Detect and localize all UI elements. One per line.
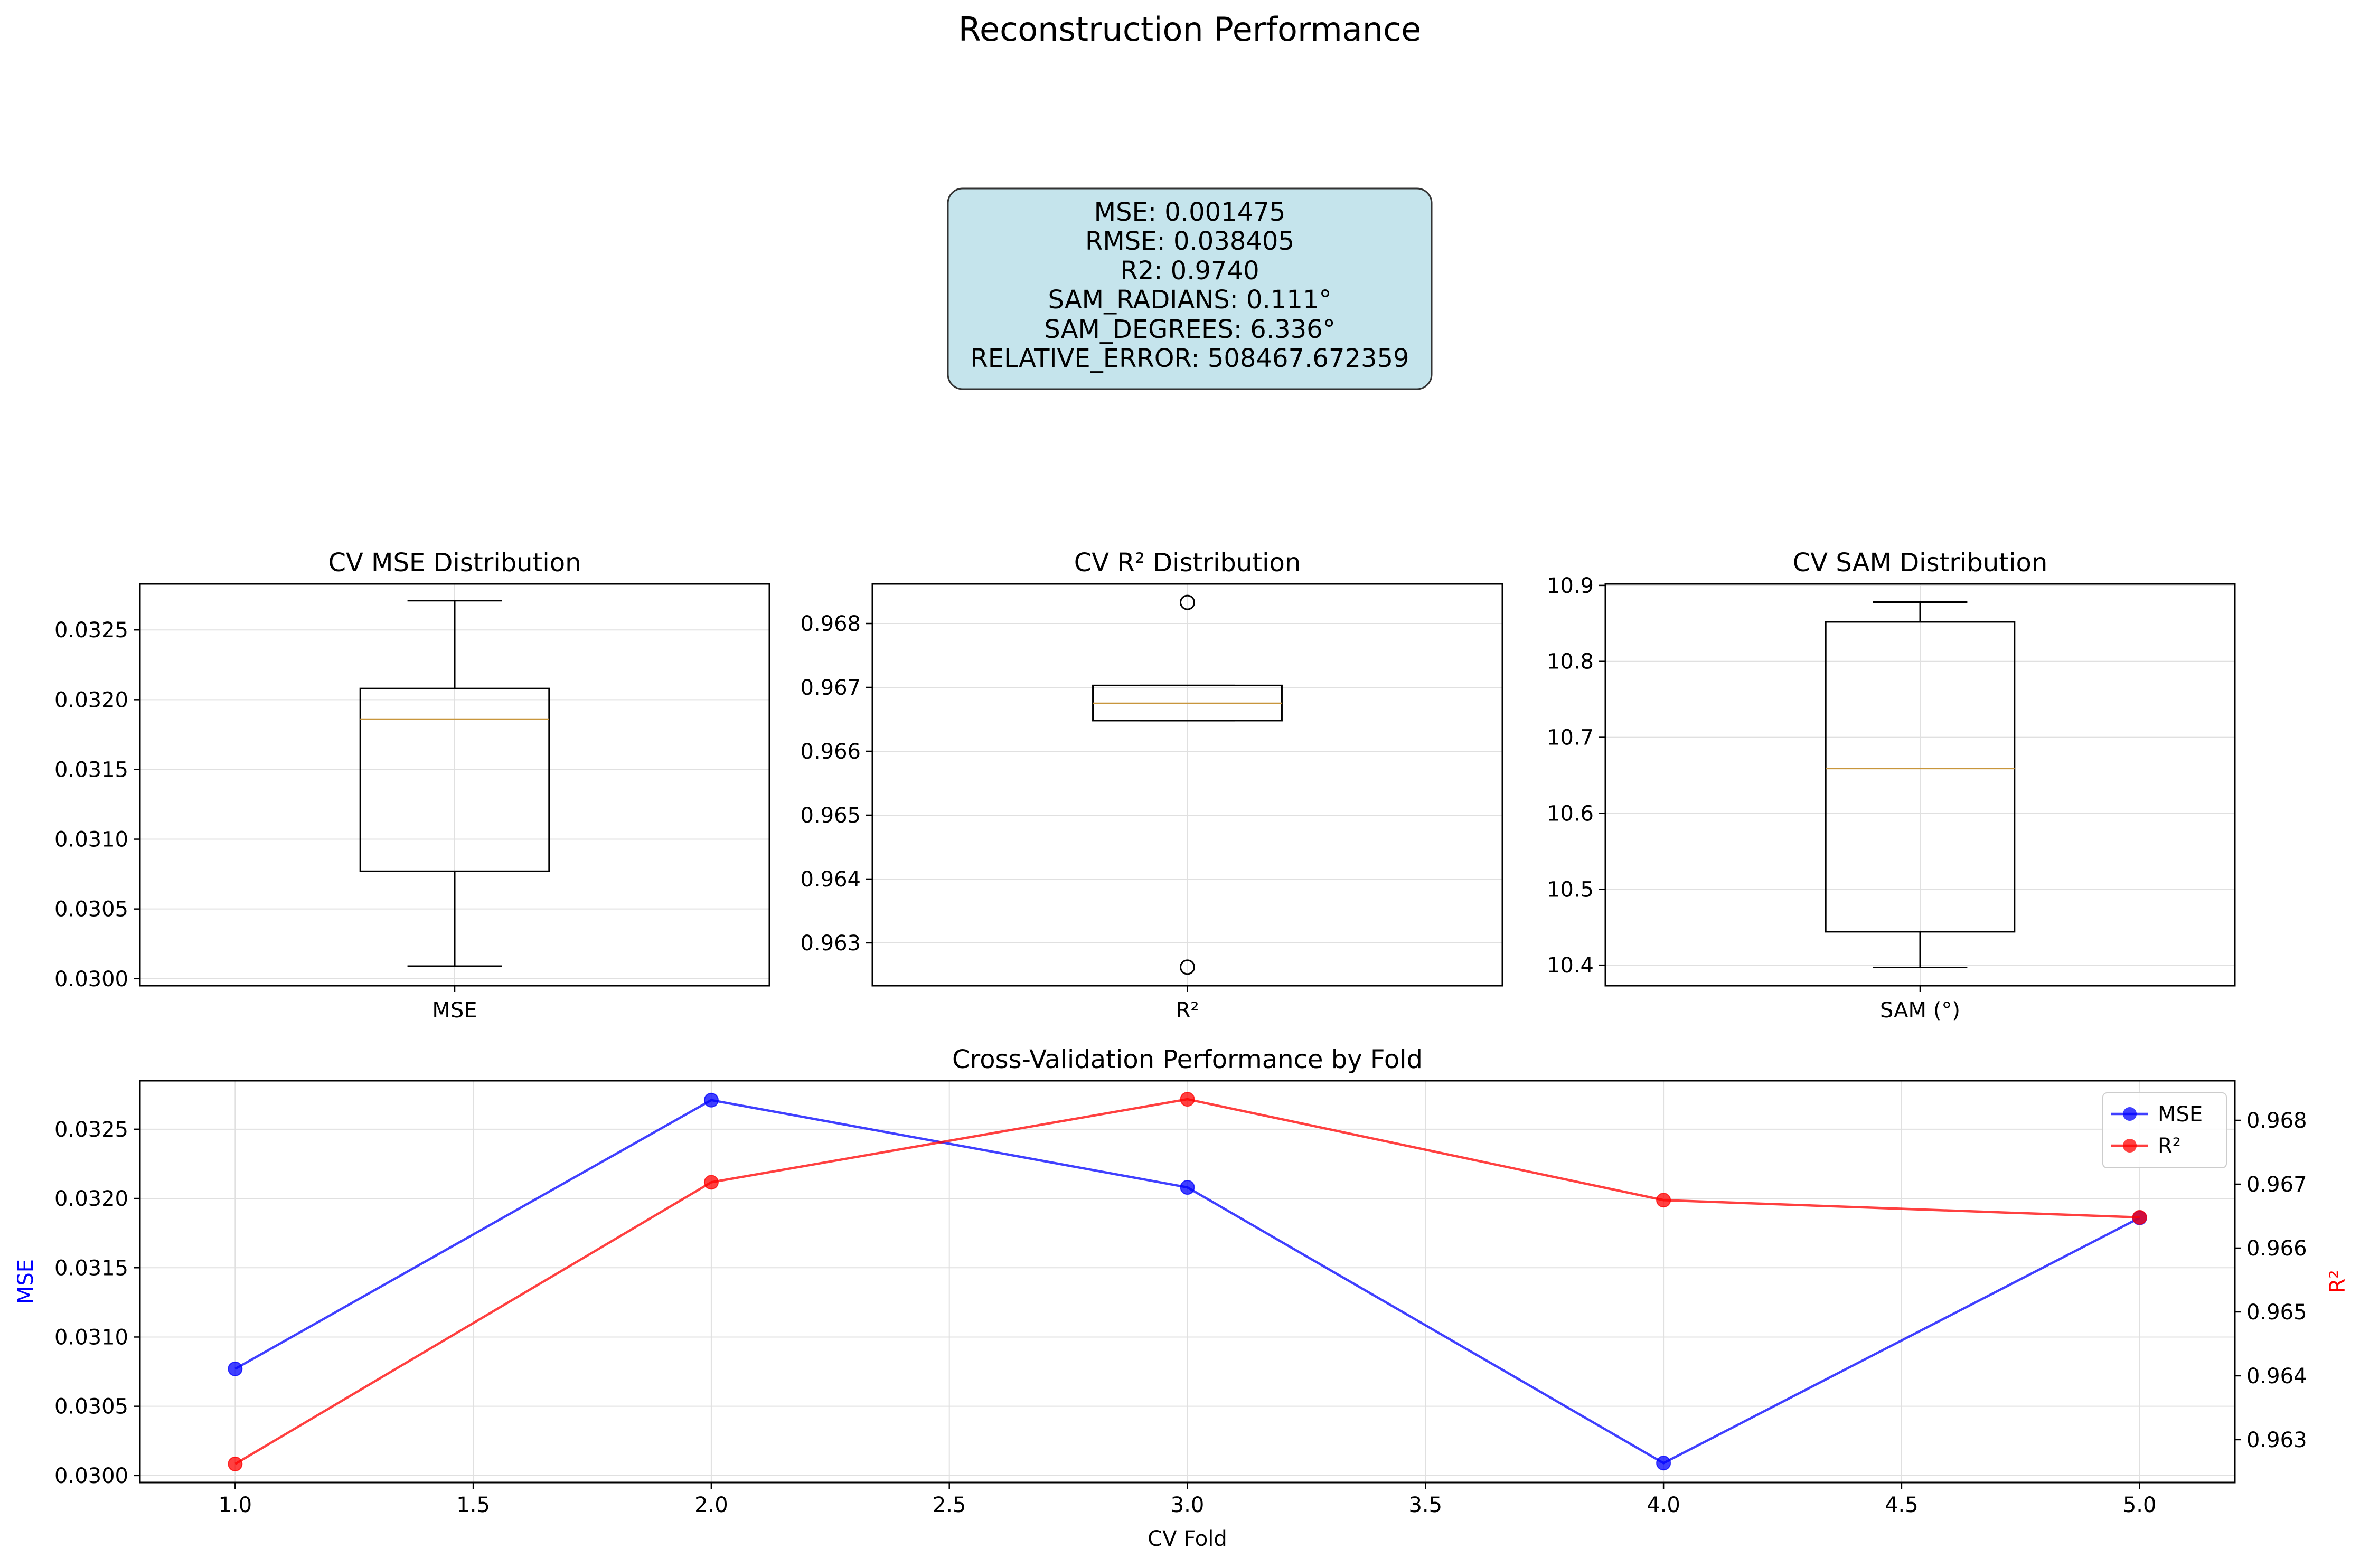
x-tick-label: MSE: [432, 998, 477, 1023]
metrics-box-background: [947, 187, 1433, 390]
legend-marker-mse: [2123, 1107, 2137, 1121]
r2-boxplot-panel: 0.963 0.964 0.965 0.966 0.967 0.968 R² CV R² Di…: [800, 548, 1503, 1023]
series-point-r2: [2132, 1210, 2147, 1225]
panel-title: CV R² Distribution: [1074, 548, 1301, 578]
metrics-line-rmse: RMSE: 0.038405: [1085, 226, 1294, 256]
y-tick-label: 10.6: [1547, 801, 1594, 826]
figure-title: Reconstruction Performance: [958, 10, 1422, 49]
y-tick-label: 0.967: [800, 676, 861, 700]
metrics-line-mse: MSE: 0.001475: [1094, 197, 1286, 227]
y-tick-label: 0.0320: [54, 688, 128, 712]
y-tick-label-right: 0.965: [2246, 1300, 2307, 1325]
y-tick-label: 10.8: [1547, 650, 1594, 674]
legend-marker-r2: [2123, 1139, 2137, 1153]
y-tick-label: 10.7: [1547, 726, 1594, 750]
y-tick-label: 0.968: [800, 612, 861, 636]
series-point-mse: [703, 1092, 719, 1108]
y-tick-label: 0.966: [800, 740, 861, 764]
x-tick-label: 1.5: [456, 1493, 490, 1517]
y-tick-label: 10.4: [1547, 953, 1594, 978]
fold-line-panel: 1.0 1.5 2.0 2.5 3.0 3.5 4.0 4.5 5.0 0.0300 0.0305 0…: [14, 1045, 2350, 1551]
y-tick-label-right: 0.963: [2246, 1428, 2307, 1452]
y-tick-label-left: 0.0310: [54, 1325, 128, 1349]
series-point-r2: [228, 1456, 243, 1471]
y-tick-label: 0.0300: [54, 967, 128, 991]
axes-frame: [139, 1080, 2236, 1484]
mse-boxplot-panel: 0.0300 0.0305 0.0310 0.0315 0.0320 0.0325 MSE C…: [54, 548, 770, 1023]
y-tick-label-right: 0.964: [2246, 1364, 2307, 1388]
y-tick-label-right: 0.966: [2246, 1236, 2307, 1261]
y-tick-label-left: 0.0320: [54, 1187, 128, 1211]
y-tick-label: 10.5: [1547, 877, 1594, 902]
metrics-line-relative-error: RELATIVE_ERROR: 508467.672359: [970, 344, 1409, 373]
x-tick-label: R²: [1176, 998, 1199, 1023]
legend: MSE R²: [2102, 1092, 2227, 1168]
x-tick-label: 2.0: [694, 1493, 728, 1517]
sam-boxplot-panel: 10.4 10.5 10.6 10.7 10.8 10.9 SAM (°) CV SAM Di…: [1547, 548, 2236, 1023]
y-tick-label-left: 0.0325: [54, 1118, 128, 1142]
y-tick-label-left: 0.0315: [54, 1256, 128, 1280]
y-tick-label: 0.0305: [54, 898, 128, 922]
y-tick-label-right: 0.967: [2246, 1173, 2307, 1197]
x-tick-label: SAM (°): [1880, 998, 1960, 1023]
series-point-mse: [1180, 1180, 1195, 1195]
x-tick-label: 4.5: [1885, 1493, 1919, 1517]
panel-title: CV SAM Distribution: [1793, 548, 2048, 578]
metrics-line-sam-radians: SAM_RADIANS: 0.111°: [1048, 285, 1331, 315]
series-point-r2: [1180, 1092, 1195, 1107]
outlier-point: [1180, 594, 1195, 610]
x-tick-label: 5.0: [2123, 1493, 2157, 1517]
legend-label-r2: R²: [2158, 1134, 2181, 1158]
metrics-box: MSE: 0.001475 RMSE: 0.038405 R2: 0.9740 …: [947, 187, 1433, 390]
x-tick-label: 1.0: [219, 1493, 252, 1517]
iqr-box: [1825, 621, 2016, 933]
y-tick-label-right: 0.968: [2246, 1109, 2307, 1133]
x-tick-label: 4.0: [1647, 1493, 1680, 1517]
series-point-r2: [1656, 1193, 1671, 1208]
y-tick-label: 0.0315: [54, 758, 128, 782]
y-tick-label: 0.964: [800, 867, 861, 892]
y-axis-label-left: MSE: [14, 1259, 38, 1304]
y-tick-label: 0.0325: [54, 618, 128, 643]
y-tick-label: 0.965: [800, 804, 861, 828]
outlier-point: [1180, 959, 1195, 975]
x-axis-label: CV Fold: [1148, 1527, 1227, 1551]
y-tick-label: 0.963: [800, 931, 861, 956]
iqr-box: [359, 687, 550, 872]
panel-title: Cross-Validation Performance by Fold: [952, 1045, 1423, 1074]
legend-label-mse: MSE: [2158, 1102, 2203, 1127]
x-tick-label: 3.0: [1171, 1493, 1205, 1517]
x-tick-label: 2.5: [933, 1493, 966, 1517]
y-tick-label: 10.9: [1547, 574, 1594, 598]
y-tick-label-left: 0.0305: [54, 1395, 128, 1419]
y-tick-label: 0.0310: [54, 828, 128, 852]
series-point-r2: [703, 1175, 719, 1190]
series-point-mse: [228, 1361, 243, 1376]
series-point-mse: [1656, 1456, 1671, 1471]
y-tick-label-left: 0.0300: [54, 1464, 128, 1488]
metrics-line-sam-degrees: SAM_DEGREES: 6.336°: [1044, 315, 1335, 344]
panel-title: CV MSE Distribution: [328, 548, 581, 578]
x-tick-label: 3.5: [1408, 1493, 1442, 1517]
y-axis-label-right: R²: [2326, 1270, 2350, 1293]
metrics-line-r2: R2: 0.9740: [1120, 256, 1259, 286]
